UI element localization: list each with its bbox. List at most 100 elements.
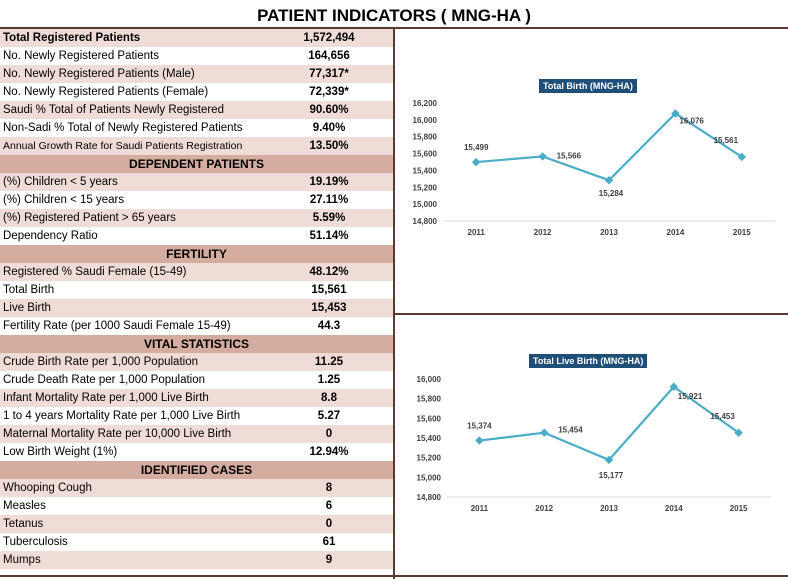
data-label: 15,499 xyxy=(464,143,489,152)
x-tick-label: 2013 xyxy=(600,228,618,237)
indicator-value: 9.40% xyxy=(312,122,346,134)
total-birth-plot: 14,800 15,000 15,200 15,400 15,600 15,800 16,0… xyxy=(413,99,775,237)
indicator-value: 11.25 xyxy=(314,356,344,368)
indicator-row: 1 to 4 years Mortality Rate per 1,000 Li… xyxy=(0,407,393,425)
indicator-value: 6 xyxy=(325,500,333,512)
data-label: 15,566 xyxy=(557,151,582,160)
indicator-label: Tetanus xyxy=(3,518,44,530)
indicator-value: 1,572,494 xyxy=(303,32,355,44)
x-tick-label: 2015 xyxy=(733,228,751,237)
data-point xyxy=(471,157,481,167)
x-tick-label: 2011 xyxy=(471,504,489,513)
indicator-label: Live Birth xyxy=(3,302,51,314)
indicator-label: Low Birth Weight (1%) xyxy=(3,446,118,458)
x-tick-label: 2012 xyxy=(535,504,553,513)
indicator-value: 61 xyxy=(322,536,336,548)
indicator-value: 48.12% xyxy=(309,266,349,278)
indicator-value: 44.3 xyxy=(317,320,341,332)
indicator-value: 13.50% xyxy=(309,140,349,152)
indicator-row: Tetanus 0 xyxy=(0,515,393,533)
indicator-label: (%) Children < 15 years xyxy=(3,194,125,206)
section-header: IDENTIFIED CASES xyxy=(0,461,393,479)
data-label: 15,561 xyxy=(714,136,739,145)
indicator-label: Total Registered Patients xyxy=(3,32,141,44)
y-tick-label: 15,600 xyxy=(413,150,438,159)
data-label: 15,921 xyxy=(678,392,703,401)
indicator-value: 15,453 xyxy=(311,302,347,314)
data-label: 15,374 xyxy=(467,422,492,431)
y-tick-label: 14,800 xyxy=(413,217,438,226)
indicator-label: (%) Registered Patient > 65 years xyxy=(3,212,176,224)
data-point xyxy=(734,428,743,438)
x-tick-label: 2014 xyxy=(667,228,685,237)
indicator-row: No. Newly Registered Patients (Female) 72… xyxy=(0,83,393,101)
indicator-row: Crude Birth Rate per 1,000 Population 11.… xyxy=(0,353,393,371)
indicator-label: Fertility Rate (per 1000 Saudi Female 15… xyxy=(3,320,231,332)
indicator-row: Infant Mortality Rate per 1,000 Live Bir… xyxy=(0,389,393,407)
indicator-label: Annual Growth Rate for Saudi Patients Re… xyxy=(3,140,243,152)
indicator-row: Tuberculosis 61 xyxy=(0,533,393,551)
indicator-value: 15,561 xyxy=(311,284,347,296)
data-point xyxy=(671,109,680,118)
indicator-value: 8.8 xyxy=(321,392,337,404)
y-tick-label: 15,400 xyxy=(417,434,442,443)
indicator-row: Crude Death Rate per 1,000 Population 1.2… xyxy=(0,371,393,389)
y-tick-label: 16,000 xyxy=(417,375,442,384)
indicator-row: Mumps 9 xyxy=(0,551,393,569)
total-live-birth-chart: Total Live Birth (MNG-HA) 14,800 15,000 15… xyxy=(395,315,788,575)
bottom-divider xyxy=(0,575,788,577)
indicator-value: 77,317* xyxy=(309,68,349,80)
y-tick-label: 15,800 xyxy=(413,133,438,142)
section-header-label: DEPENDENT PATIENTS xyxy=(129,157,264,171)
indicator-row: Whooping Cough 8 xyxy=(0,479,393,497)
indicator-row: (%) Children < 15 years 27.11% xyxy=(0,191,393,209)
y-tick-label: 15,000 xyxy=(413,200,438,209)
indicator-value: 12.94% xyxy=(309,446,349,458)
indicator-label: Dependency Ratio xyxy=(3,230,98,242)
data-point xyxy=(539,428,549,437)
indicator-label: Crude Birth Rate per 1,000 Population xyxy=(3,356,198,368)
indicator-row: Maternal Mortality Rate per 10,000 Live … xyxy=(0,425,393,443)
data-label: 15,177 xyxy=(599,471,624,480)
y-tick-label: 15,200 xyxy=(413,183,438,192)
indicator-row: No. Newly Registered Patients 164,656 xyxy=(0,47,393,65)
section-header-label: IDENTIFIED CASES xyxy=(140,463,253,477)
indicator-label: Whooping Cough xyxy=(3,482,92,494)
indicator-row: Dependency Ratio 51.14% xyxy=(0,227,393,245)
indicator-value: 9 xyxy=(325,554,333,566)
indicator-label: Infant Mortality Rate per 1,000 Live Bir… xyxy=(3,392,209,404)
chart-title: Total Birth (MNG-HA) xyxy=(539,79,637,93)
title-divider xyxy=(0,27,788,29)
indicator-row: No. Newly Registered Patients (Male) 77,3… xyxy=(0,65,393,83)
indicator-label: Non-Sadi % Total of Newly Registered Pat… xyxy=(3,122,243,134)
y-tick-label: 14,800 xyxy=(417,493,442,502)
y-tick-label: 15,800 xyxy=(417,395,442,404)
indicator-row: (%) Registered Patient > 65 years 5.59% xyxy=(0,209,393,227)
total-live-birth-plot: 14,800 15,000 15,200 15,400 15,600 15,800 16,0… xyxy=(417,375,771,513)
y-tick-label: 15,400 xyxy=(413,166,438,175)
indicator-value: 164,656 xyxy=(308,50,350,62)
indicator-row: Annual Growth Rate for Saudi Patients Re… xyxy=(0,137,393,155)
indicator-value: 5.59% xyxy=(312,212,346,224)
indicator-row: Live Birth 15,453 xyxy=(0,299,393,317)
data-point xyxy=(475,436,484,445)
indicator-label: Registered % Saudi Female (15-49) xyxy=(3,266,187,278)
indicators-table: Total Registered Patients 1,572,494 No. Ne… xyxy=(0,29,393,569)
page-title: PATIENT INDICATORS ( MNG-HA ) xyxy=(257,6,531,25)
indicator-value: 8 xyxy=(325,482,333,494)
indicator-label: Measles xyxy=(3,500,46,512)
x-tick-label: 2012 xyxy=(534,228,552,237)
section-header-label: VITAL STATISTICS xyxy=(143,337,250,351)
indicator-value: 27.11% xyxy=(309,194,349,206)
total-birth-chart: Total Birth (MNG-HA) 14,800 15,000 15,200 1… xyxy=(395,29,788,313)
indicator-value: 72,339* xyxy=(309,86,349,98)
indicator-row: Non-Sadi % Total of Newly Registered Pat… xyxy=(0,119,393,137)
indicator-label: Mumps xyxy=(3,554,41,566)
section-header: FERTILITY xyxy=(0,245,393,263)
indicator-value: 5.27 xyxy=(317,410,341,422)
section-header: VITAL STATISTICS xyxy=(0,335,393,353)
indicator-label: 1 to 4 years Mortality Rate per 1,000 Li… xyxy=(3,410,241,422)
indicator-value: 51.14% xyxy=(309,230,349,242)
indicator-row: Fertility Rate (per 1000 Saudi Female 15… xyxy=(0,317,393,335)
chart-divider xyxy=(395,313,788,315)
